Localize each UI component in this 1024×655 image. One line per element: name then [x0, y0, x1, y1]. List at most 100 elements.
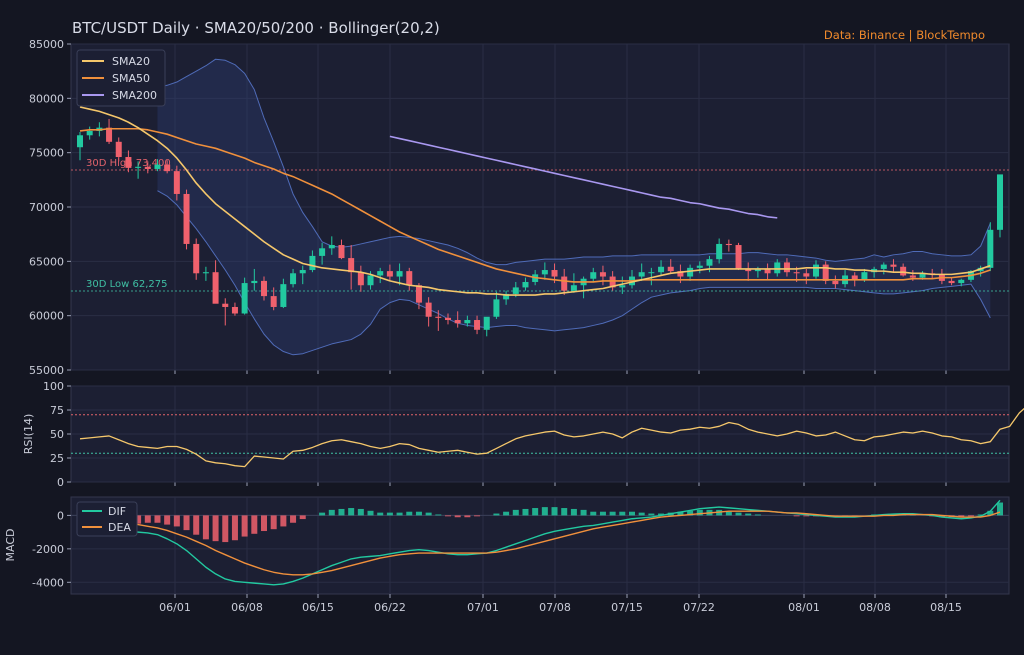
- macd-histogram-bar: [348, 508, 355, 516]
- candle-body: [222, 303, 229, 307]
- macd-y-tick-label: 0: [57, 509, 64, 522]
- candle-body: [987, 229, 994, 268]
- candle-body: [454, 320, 461, 324]
- price-y-tick-label: 75000: [29, 147, 64, 160]
- x-tick-label: 07/22: [683, 601, 715, 614]
- x-tick-label: 06/01: [159, 601, 191, 614]
- candle-body: [270, 296, 277, 307]
- candle-body: [880, 264, 887, 269]
- candle-body: [77, 135, 83, 148]
- macd-histogram-bar: [977, 514, 984, 516]
- candle-body: [396, 271, 403, 277]
- candle-body: [445, 317, 451, 321]
- macd-histogram-bar: [299, 515, 306, 520]
- macd-histogram-bar: [541, 507, 548, 516]
- candle-body: [851, 275, 858, 280]
- candle-body: [551, 270, 558, 277]
- macd-histogram-bar: [987, 510, 994, 516]
- bollinger-lower-line: [157, 190, 991, 356]
- macd-histogram-bar: [396, 512, 403, 516]
- candle-body: [386, 271, 393, 277]
- macd-histogram-bar: [222, 515, 229, 543]
- candle-body: [125, 157, 132, 168]
- macd-histogram-bar: [415, 511, 422, 516]
- candle-body: [154, 164, 161, 169]
- candle-body: [822, 264, 829, 281]
- price-y-tick-label: 85000: [29, 38, 64, 51]
- rsi-y-tick-label: 75: [50, 404, 64, 417]
- candle-body: [735, 245, 742, 269]
- macd-histogram-bar: [619, 511, 626, 516]
- macd-y-tick-label: -4000: [32, 576, 64, 589]
- candle-body: [183, 193, 190, 244]
- candle-body: [716, 243, 723, 260]
- candle-body: [745, 268, 752, 272]
- candle-body: [890, 264, 897, 267]
- x-tick-label: 07/01: [467, 601, 499, 614]
- macd-histogram-bar: [212, 515, 219, 542]
- candle-body: [328, 245, 335, 249]
- price-y-tick-label: 70000: [29, 201, 64, 214]
- rsi-y-tick-label: 25: [50, 452, 64, 465]
- macd-histogram-bar: [251, 515, 258, 534]
- macd-histogram-bar: [173, 515, 180, 527]
- candle-body: [173, 171, 180, 194]
- x-tick-label: 07/08: [539, 601, 571, 614]
- macd-histogram-bar: [754, 514, 761, 516]
- macd-histogram-bar: [609, 511, 616, 516]
- candle-body: [658, 266, 665, 273]
- macd-histogram-bar: [464, 515, 471, 518]
- macd-histogram-bar: [454, 515, 461, 518]
- macd-histogram-bar: [435, 514, 442, 516]
- price-y-tick-label: 65000: [29, 255, 64, 268]
- data-source-label: Data: Binance | BlockTempo: [823, 28, 985, 42]
- candle-body: [958, 279, 965, 284]
- macd-histogram-bar: [319, 512, 326, 516]
- macd-histogram-bar: [280, 515, 287, 527]
- candle-body: [813, 264, 819, 277]
- rsi-axis-title: RSI(14): [22, 414, 35, 454]
- sma200-line: [389, 135, 778, 219]
- legend-label-sma50: SMA50: [112, 72, 150, 85]
- candle-body: [619, 285, 626, 288]
- macd-histogram-bar: [164, 515, 171, 525]
- candle-body: [309, 255, 316, 271]
- sma20-line: [79, 106, 991, 296]
- macd-histogram-bar: [406, 511, 413, 516]
- candle-body: [483, 316, 490, 330]
- macd-histogram-bar: [338, 508, 345, 516]
- macd-histogram-bar: [590, 511, 597, 516]
- dea-line: [79, 510, 1001, 576]
- candle-body: [677, 271, 684, 277]
- candle-body: [319, 248, 326, 256]
- candle-body: [86, 130, 93, 136]
- candle-body: [725, 243, 732, 246]
- macd-histogram-bar: [202, 515, 209, 540]
- candle-body: [367, 275, 374, 286]
- candle-body: [803, 273, 810, 277]
- macd-histogram-bar: [570, 508, 577, 516]
- macd-histogram-bar: [154, 515, 161, 523]
- price-y-tick-label: 80000: [29, 92, 64, 105]
- macd-histogram-bar: [241, 515, 248, 537]
- candle-body: [231, 306, 238, 314]
- candle-body: [570, 285, 577, 291]
- candle-body: [474, 320, 481, 330]
- macd-histogram-bar: [599, 511, 606, 516]
- candle-body: [764, 268, 771, 274]
- x-tick-label: 06/08: [231, 601, 263, 614]
- macd-histogram-bar: [696, 509, 703, 516]
- macd-histogram-bar: [677, 511, 684, 516]
- candle-body: [793, 272, 800, 274]
- x-tick-label: 08/01: [788, 601, 820, 614]
- sma50-line: [79, 127, 991, 283]
- dif-line: [79, 499, 1001, 586]
- candle-body: [493, 299, 500, 317]
- rsi-y-tick-label: 100: [43, 380, 64, 393]
- macd-histogram-bar: [687, 510, 694, 516]
- candle-body: [774, 262, 781, 274]
- macd-histogram-bar: [629, 511, 635, 516]
- macd-histogram-bar: [522, 508, 529, 516]
- macd-histogram-bar: [938, 515, 945, 518]
